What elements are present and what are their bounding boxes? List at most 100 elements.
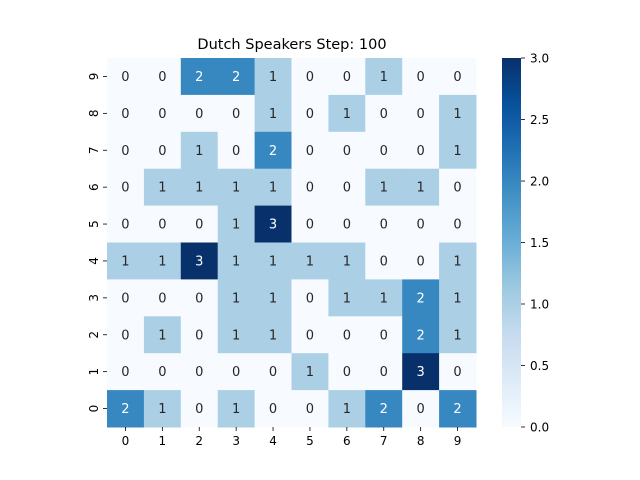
heatmap-cell [180,390,219,428]
cell-label: 2 [232,70,240,85]
heatmap-cell [291,316,329,354]
cell-label: 0 [158,291,166,306]
x-tick-label: 7 [380,434,388,448]
heatmap-cell [402,58,440,96]
cell-label: 0 [158,107,166,122]
heatmap-cell [180,131,219,170]
colorbar-tick-label: 0.0 [530,420,549,434]
heatmap-cell [365,242,403,280]
heatmap-cell [439,279,477,317]
heatmap-cell [439,316,477,354]
heatmap-cell [180,353,219,391]
heatmap-cell [180,58,219,96]
cell-label: 1 [232,254,240,269]
y-tick-label: 1 [87,368,101,376]
heatmap-cell [217,242,256,280]
heatmap-cell [291,131,329,170]
heatmap-cell [180,279,219,317]
cell-label: 0 [121,291,129,306]
heatmap-cell [365,58,403,96]
cell-label: 2 [269,144,277,159]
cell-label: 0 [195,365,203,380]
cell-label: 1 [306,365,314,380]
cell-label: 0 [232,365,240,380]
heatmap-cell [439,94,477,133]
cell-label: 3 [195,254,203,269]
cell-label: 0 [158,70,166,85]
heatmap-cell [365,205,403,243]
heatmap-cell [439,168,477,207]
heatmap-cell [254,390,292,428]
cell-label: 0 [417,107,425,122]
heatmap-cell [328,316,366,354]
cell-label: 1 [232,291,240,306]
heatmap-cell [107,316,145,354]
y-tick-label: 5 [87,220,101,228]
colorbar-tick-label: 3.0 [530,51,549,65]
y-tick-label: 4 [87,257,101,265]
x-tick-label: 1 [159,434,167,448]
heatmap-cell [439,205,477,243]
cell-label: 1 [343,291,351,306]
heatmap-cell [143,168,182,207]
x-tick-label: 0 [122,434,130,448]
cell-label: 1 [453,291,461,306]
y-tick-label: 3 [87,294,101,302]
cell-label: 0 [417,70,425,85]
heatmap-cell [402,242,440,280]
cell-label: 0 [121,70,129,85]
heatmap-cell [365,353,403,391]
heatmap-cell [217,353,256,391]
cell-label: 0 [232,144,240,159]
cell-label: 1 [306,254,314,269]
cell-label: 1 [121,254,129,269]
heatmap-cell [217,316,256,354]
heatmap-cell [439,58,477,96]
y-tick-label: 7 [87,146,101,154]
heatmap-cell [439,131,477,170]
heatmap-cell [291,390,329,428]
cell-label: 1 [343,254,351,269]
cell-label: 0 [417,144,425,159]
cell-label: 1 [158,254,166,269]
cell-label: 1 [232,181,240,196]
heatmap-cell [439,353,477,391]
heatmap-cell [180,94,219,133]
cell-label: 0 [380,144,388,159]
heatmap-cell [402,94,440,133]
y-tick-label: 2 [87,331,101,339]
heatmap-cell [217,94,256,133]
colorbar-ticks: 0.0 0.5 1.0 1.5 2.0 2.5 3.0 [521,51,549,434]
cell-label: 0 [380,328,388,343]
cell-label: 0 [453,70,461,85]
heatmap-cell [180,316,219,354]
heatmap-cell [402,131,440,170]
heatmap-cell [254,205,292,243]
cell-label: 1 [269,70,277,85]
cell-label: 0 [306,402,314,417]
cell-label: 1 [158,328,166,343]
cell-label: 0 [121,365,129,380]
cell-label: 0 [306,291,314,306]
heatmap-cell [328,168,366,207]
heatmap-cell [107,58,145,96]
heatmap-cell [402,279,440,317]
heatmap-cell [402,390,440,428]
heatmap-cell [107,205,145,243]
y-tick-label: 0 [87,405,101,413]
colorbar-tick-label: 2.5 [530,113,549,127]
heatmap-cell [291,353,329,391]
heatmap-cell [328,94,366,133]
heatmap-cell [402,205,440,243]
cell-label: 0 [453,181,461,196]
heatmap-cell [328,58,366,96]
heatmap-cells: 0 0 2 2 1 0 0 1 0 0 0 0 0 0 1 0 1 0 0 1 0 0 1 0 2 0 0 0 0 1 0 1 1 1 1 0 0 1 1 0… [107,58,477,428]
heatmap-cell [328,353,366,391]
cell-label: 3 [417,365,425,380]
heatmap-cell [143,58,182,96]
cell-label: 0 [195,107,203,122]
colorbar: 0.0 0.5 1.0 1.5 2.0 2.5 3.0 [502,51,549,434]
cell-label: 0 [158,365,166,380]
heatmap-cell [328,205,366,243]
